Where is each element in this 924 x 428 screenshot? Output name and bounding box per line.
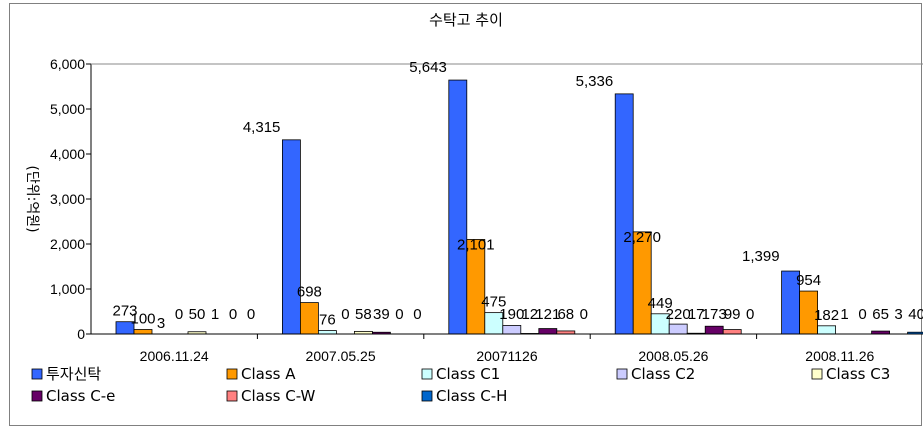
legend-swatch	[811, 368, 823, 380]
data-label: 182	[814, 307, 839, 324]
x-tick-label: 2007.05.25	[306, 348, 376, 364]
bar	[317, 330, 337, 335]
data-label: 50	[189, 306, 206, 323]
legend-label: Class C-e	[46, 387, 115, 405]
data-label: 68	[557, 306, 574, 323]
legend-label: Class A	[241, 365, 296, 383]
y-tick-label: 2,000	[50, 236, 85, 252]
bar	[299, 302, 319, 335]
data-label: 4,315	[243, 119, 281, 136]
data-label: 0	[580, 306, 588, 323]
bar	[538, 328, 558, 335]
data-label: 954	[796, 272, 821, 289]
data-label: 5,336	[576, 73, 614, 90]
data-label: 58	[355, 306, 372, 323]
y-tick-label: 6,000	[50, 56, 85, 72]
x-axis: 2006.11.24 2007.05.25 20071126 2008.05.26 20…	[91, 333, 923, 364]
bar	[704, 325, 724, 335]
data-label: 0	[229, 306, 237, 323]
bar	[466, 239, 486, 335]
x-tick-label: 2008.11.26	[805, 348, 874, 364]
y-axis: 0 1,000 2,000 3,000 4,000 5,000 6,000	[50, 56, 91, 342]
data-label: 0	[247, 306, 255, 323]
data-label: 190	[499, 306, 524, 323]
data-label: 12	[521, 306, 538, 323]
data-label: 0	[395, 306, 403, 323]
bar	[448, 79, 468, 335]
data-label: 39	[373, 306, 390, 323]
legend-swatch	[31, 390, 43, 402]
data-label: 2,270	[623, 229, 661, 246]
y-tick-label: 4,000	[50, 146, 85, 162]
data-label: 698	[297, 284, 322, 301]
x-tick-label: 2008.05.26	[638, 348, 708, 364]
data-label: 273	[112, 303, 137, 320]
data-label: 99	[724, 306, 741, 323]
legend-label: Class C-W	[241, 387, 316, 405]
data-label: 475	[481, 294, 506, 311]
legend-swatch	[616, 368, 628, 380]
legend: 투자신탁 Class A Class C1 Class C2 Class C3 Class…	[31, 365, 890, 405]
data-label: 76	[319, 312, 336, 329]
data-label: 17	[688, 306, 705, 323]
bar-group	[115, 79, 923, 335]
bar	[722, 329, 742, 335]
data-label: 5,643	[409, 59, 447, 76]
bar	[133, 329, 153, 335]
bar	[281, 139, 301, 335]
legend-label: Class C2	[631, 365, 695, 383]
data-label: 173	[702, 306, 727, 323]
data-label: 2,101	[457, 236, 495, 253]
bar	[632, 231, 652, 335]
legend-label: Class C3	[826, 365, 890, 383]
x-tick-label: 20071126	[476, 348, 537, 364]
data-label: 1	[840, 306, 848, 323]
bar-chart: 수탁고 추이 (단위:억원) 0 1,000 2,000 3,000 4,000 5,00…	[24, 11, 923, 405]
y-tick-label: 5,000	[50, 101, 85, 117]
data-label: 3	[894, 306, 902, 323]
y-axis-label: (단위:억원)	[24, 165, 40, 232]
data-label: 3	[157, 315, 165, 332]
data-label: 0	[858, 306, 866, 323]
data-label: 449	[648, 295, 673, 312]
data-label: 0	[413, 306, 421, 323]
data-label: 1,399	[742, 248, 780, 265]
y-tick-label: 1,000	[50, 281, 85, 297]
y-tick-label: 0	[77, 326, 85, 342]
data-label: 0	[175, 306, 183, 323]
data-label: 220	[666, 306, 691, 323]
data-label: 1	[211, 306, 219, 323]
chart-title: 수탁고 추이	[429, 11, 503, 29]
legend-label: Class C1	[436, 365, 500, 383]
legend-swatch	[31, 368, 43, 380]
x-tick-label: 2006.11.24	[140, 348, 209, 364]
legend-swatch	[226, 368, 238, 380]
data-label: 40	[908, 306, 923, 323]
data-label: 65	[872, 306, 889, 323]
bar	[502, 325, 522, 335]
y-tick-label: 3,000	[50, 191, 85, 207]
legend-swatch	[421, 390, 433, 402]
bar	[817, 325, 836, 335]
legend-swatch	[421, 368, 433, 380]
data-label: 0	[746, 306, 754, 323]
data-label: 100	[130, 311, 155, 328]
legend-label: 투자신탁	[46, 365, 101, 383]
data-label: 121	[535, 306, 560, 323]
legend-swatch	[226, 390, 238, 402]
data-label: 0	[341, 306, 349, 323]
bar	[614, 93, 634, 335]
bar	[668, 323, 688, 335]
chart-frame: 수탁고 추이 (단위:억원) 0 1,000 2,000 3,000 4,000 5,00…	[9, 3, 923, 426]
legend-label: Class C-H	[436, 387, 507, 405]
